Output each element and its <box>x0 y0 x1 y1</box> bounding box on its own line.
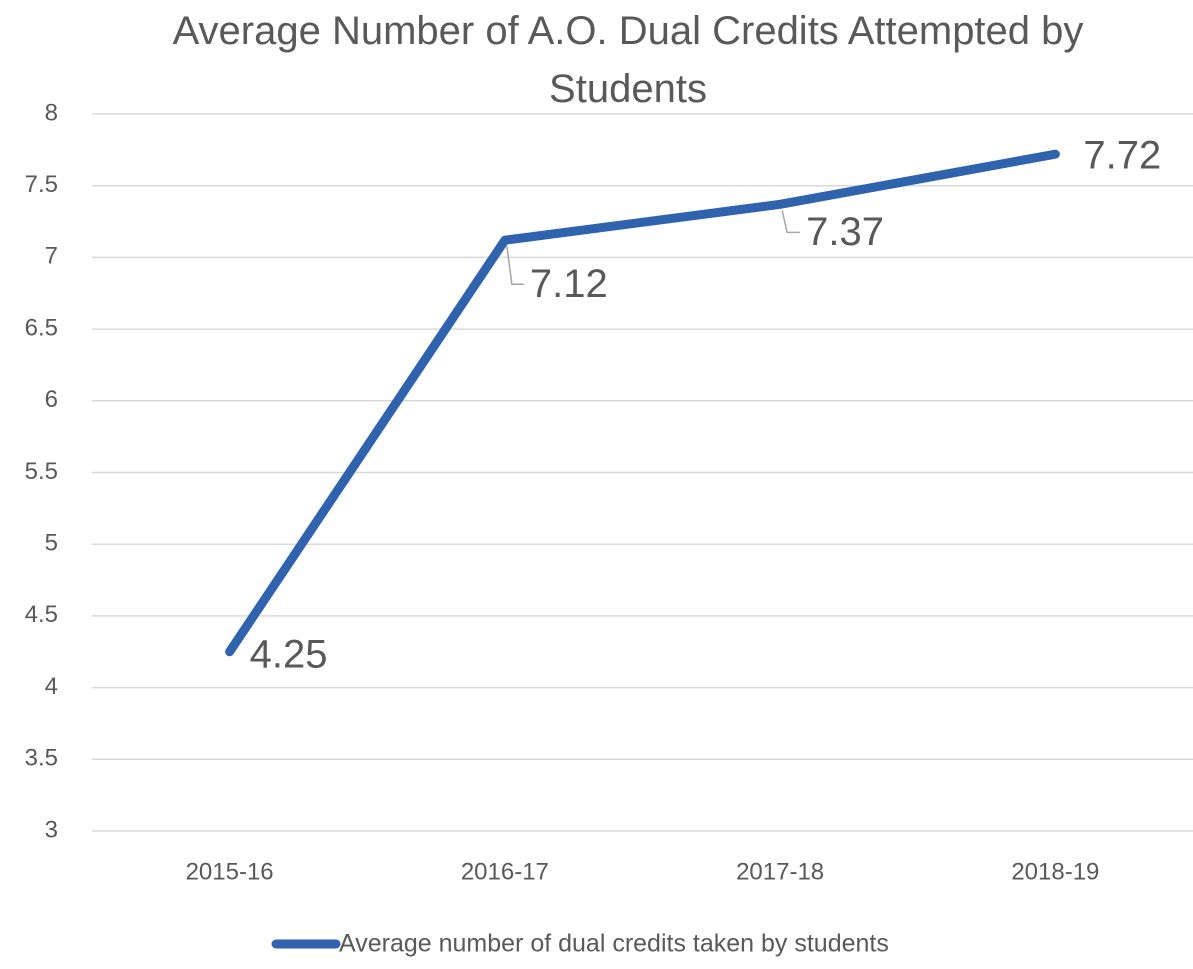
y-tick-label: 8 <box>45 99 58 126</box>
data-label: 7.72 <box>1083 134 1161 178</box>
x-tick-label: 2017-18 <box>736 858 824 885</box>
data-label: 7.12 <box>530 262 608 306</box>
y-tick-label: 6.5 <box>25 314 58 341</box>
data-label: 4.25 <box>250 632 328 676</box>
y-tick-label: 7.5 <box>25 171 58 198</box>
chart-title: Average Number of A.O. Dual Credits Atte… <box>172 9 1084 111</box>
y-tick-label: 6 <box>45 386 58 413</box>
legend-label: Average number of dual credits taken by … <box>339 930 889 958</box>
leader-line <box>506 246 524 285</box>
data-line <box>225 149 1060 657</box>
x-tick-label: 2018-19 <box>1011 858 1099 885</box>
leader-line <box>781 210 801 234</box>
x-tick-label: 2015-16 <box>186 858 274 885</box>
y-tick-label: 7 <box>45 243 58 270</box>
data-label: 7.37 <box>806 210 884 254</box>
y-tick-label: 5 <box>45 530 58 557</box>
x-tick-label: 2016-17 <box>461 858 549 885</box>
y-tick-label: 5.5 <box>25 458 58 485</box>
y-tick-label: 3.5 <box>25 745 58 772</box>
y-tick-label: 3 <box>45 816 58 843</box>
y-tick-label: 4.5 <box>25 601 58 628</box>
y-tick-label: 4 <box>45 673 58 700</box>
